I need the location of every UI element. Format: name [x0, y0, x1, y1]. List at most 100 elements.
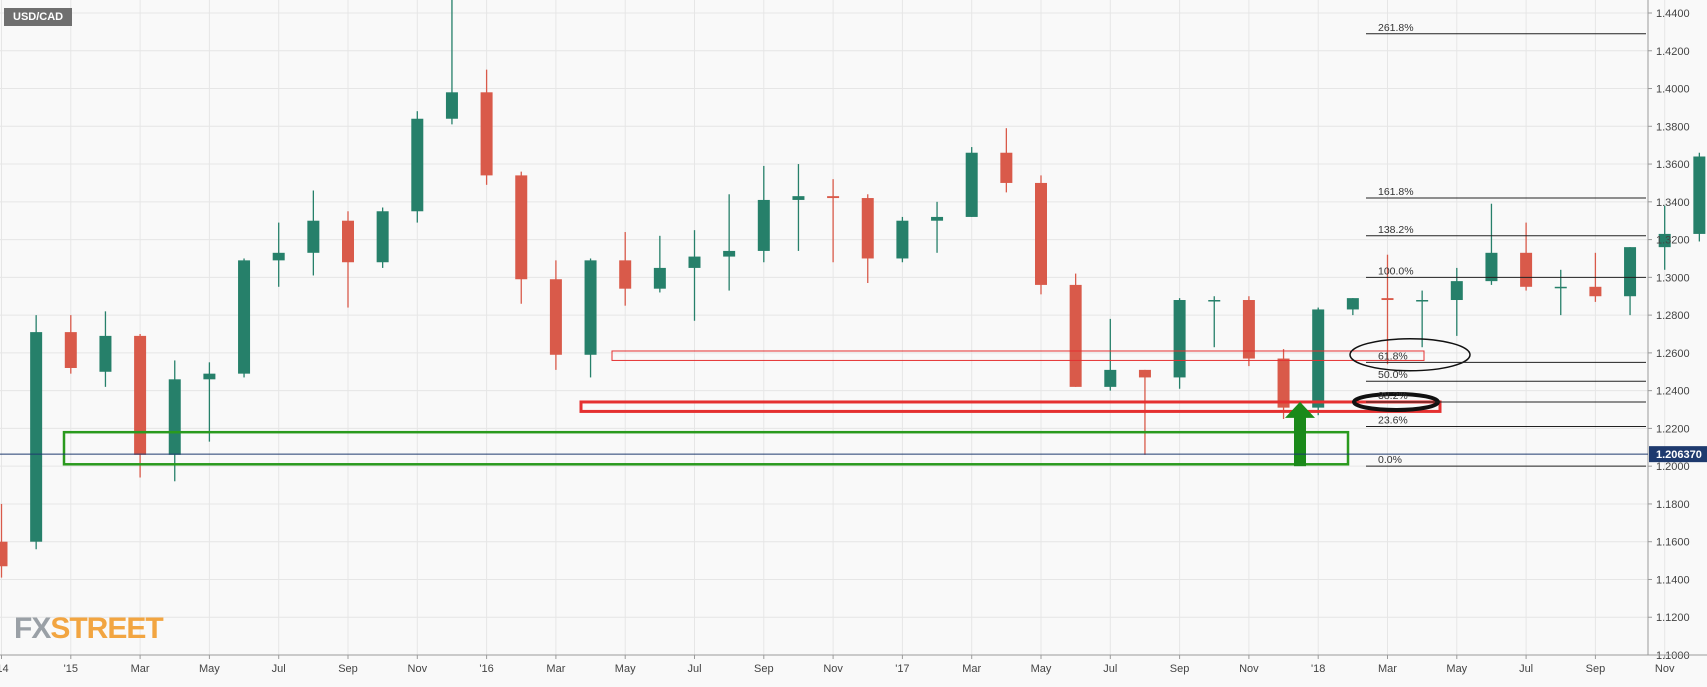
- x-tick-label: May: [199, 663, 220, 675]
- fibonacci-levels: 261.8% 161.8% 138.2% 100.0% 61.8% 50.0% 38.2% 2…: [1366, 22, 1646, 467]
- candle-down: [1277, 358, 1290, 408]
- candle-up: [168, 379, 181, 455]
- x-tick-label: Jul: [687, 663, 701, 675]
- candle-up: [307, 220, 320, 253]
- candle-up: [203, 373, 216, 380]
- y-tick-label: 1.2000: [1656, 461, 1690, 473]
- x-tick-label: '18: [1311, 663, 1325, 675]
- y-tick-label: 1.1200: [1656, 612, 1690, 624]
- x-tick-label: Mar: [546, 663, 565, 675]
- candle-up: [445, 92, 458, 119]
- candle-up: [1658, 233, 1671, 248]
- x-tick-label: May: [1031, 663, 1052, 675]
- x-tick-label: Jul: [1519, 663, 1533, 675]
- candle-down: [0, 541, 8, 567]
- y-tick-label: 1.1800: [1656, 499, 1690, 511]
- resistance-zone-box-upper: [611, 350, 1425, 361]
- candle-up: [896, 220, 909, 259]
- candle-up: [1450, 281, 1463, 301]
- up-arrow-shaft: [1294, 415, 1306, 467]
- fib-label: 0.0%: [1378, 454, 1402, 466]
- candle-up: [1208, 300, 1221, 302]
- y-tick-label: 1.2600: [1656, 348, 1690, 360]
- x-tick-label: Sep: [338, 663, 358, 675]
- x-tick-label: Sep: [1586, 663, 1606, 675]
- y-tick-label: 1.1400: [1656, 574, 1690, 586]
- candle-up: [376, 211, 389, 263]
- candle-down: [827, 196, 840, 199]
- fxstreet-logo: FXSTREET: [14, 612, 164, 645]
- y-tick-label: 1.3000: [1656, 272, 1690, 284]
- x-tick-label: Jul: [1103, 663, 1117, 675]
- candle-up: [30, 332, 43, 542]
- y-tick-label: 1.3400: [1656, 197, 1690, 209]
- fib-label: 38.2%: [1378, 390, 1408, 402]
- x-tick-label: May: [1446, 663, 1467, 675]
- candle-down: [861, 198, 874, 259]
- y-tick-label: 1.4200: [1656, 46, 1690, 58]
- x-tick-label: '15: [64, 663, 78, 675]
- y-tick-label: 1.1600: [1656, 537, 1690, 549]
- candle-down: [134, 335, 147, 455]
- symbol-badge[interactable]: USD/CAD: [4, 8, 73, 26]
- x-tick-label: Nov: [1655, 663, 1675, 675]
- candle-up: [1485, 252, 1498, 282]
- x-tick-label: Nov: [823, 663, 843, 675]
- candle-up: [931, 216, 944, 221]
- candle-down: [1381, 298, 1394, 301]
- candle-up: [757, 199, 770, 251]
- candle-up: [272, 252, 285, 261]
- y-tick-label: 1.4400: [1656, 8, 1690, 20]
- candle-up: [965, 152, 978, 217]
- candle-down: [619, 260, 632, 289]
- candle-up: [1312, 309, 1325, 408]
- candle-down: [480, 92, 493, 176]
- y-tick-label: 1.3600: [1656, 159, 1690, 171]
- fib-label: 138.2%: [1378, 224, 1414, 236]
- up-arrow-head: [1285, 401, 1315, 418]
- resistance-zone-box: [579, 400, 1442, 413]
- candle-up: [584, 260, 597, 355]
- price-axis[interactable]: 1.1000 1.1200 1.1400 1.1600 1.1800 1.2000 1.22…: [1647, 0, 1690, 662]
- current-price-label: 1.206370: [0, 446, 1707, 463]
- grid-lines: [0, 0, 1666, 656]
- x-tick-label: Mar: [131, 663, 150, 675]
- y-tick-label: 1.1000: [1656, 650, 1690, 662]
- x-tick-label: May: [615, 663, 636, 675]
- y-tick-label: 1.3200: [1656, 235, 1690, 247]
- x-tick-label: Sep: [1170, 663, 1190, 675]
- x-tick-label: '17: [895, 663, 909, 675]
- x-tick-label: Sep: [754, 663, 774, 675]
- fib-label: 23.6%: [1378, 415, 1408, 427]
- time-axis[interactable]: '14 '15 Mar May Jul Sep Nov '16 Mar May Jul Sep Nov '…: [0, 654, 1707, 675]
- x-tick-label: Mar: [962, 663, 981, 675]
- candle-down: [1589, 286, 1602, 297]
- candle-up: [1693, 156, 1706, 234]
- candle-down: [1138, 369, 1151, 378]
- fib-label: 61.8%: [1378, 350, 1408, 362]
- fib-label: 50.0%: [1378, 369, 1408, 381]
- y-tick-label: 1.2400: [1656, 386, 1690, 398]
- candle-up: [99, 335, 112, 372]
- candle-down: [515, 175, 528, 280]
- candle-down: [1069, 284, 1082, 387]
- candle-down: [342, 220, 354, 263]
- x-tick-label: Jul: [272, 663, 286, 675]
- current-price-box: [1649, 446, 1707, 463]
- fib-label: 261.8%: [1378, 22, 1414, 34]
- y-tick-label: 1.2800: [1656, 310, 1690, 322]
- candle-up: [1104, 369, 1117, 387]
- candle-down: [1000, 152, 1013, 183]
- x-tick-label: Nov: [408, 663, 428, 675]
- y-tick-label: 1.2200: [1656, 423, 1690, 435]
- fib-label: 161.8%: [1378, 186, 1414, 198]
- candlestick-series: [0, 0, 1706, 578]
- candle-up: [1416, 300, 1429, 302]
- support-zone-box: [62, 430, 1350, 466]
- x-tick-label: '16: [479, 663, 493, 675]
- candle-up: [1554, 286, 1567, 289]
- x-tick-label: '14: [0, 663, 9, 675]
- x-tick-label: Mar: [1378, 663, 1397, 675]
- candle-down: [1520, 252, 1533, 287]
